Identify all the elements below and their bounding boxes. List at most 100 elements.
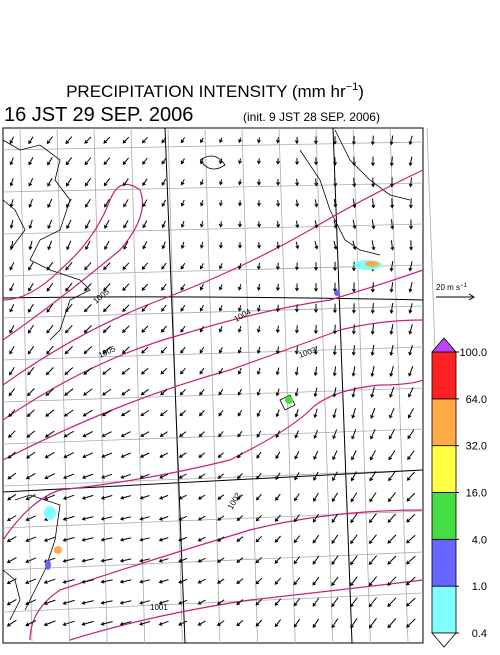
wind-arrow [313, 492, 319, 502]
wind-arrow [197, 557, 206, 563]
wind-arrow [142, 199, 148, 208]
wind-arrow [27, 324, 34, 334]
wind-arrow [122, 262, 130, 270]
wind-arrow [179, 388, 186, 396]
wind-arrow [161, 178, 167, 186]
wind-arrow [294, 409, 299, 418]
wind-arrow [333, 198, 338, 208]
wind-arrow [295, 220, 300, 229]
wind-arrow [313, 387, 318, 398]
grid-line [2, 551, 424, 571]
wind-arrow [368, 534, 377, 545]
wind-arrow [255, 493, 262, 501]
wind-arrow [100, 579, 113, 584]
wind-arrow [217, 620, 225, 626]
wind-arrow [197, 599, 206, 605]
wind-arrow [275, 346, 280, 355]
wind-arrow [121, 367, 131, 375]
wind-arrow [351, 135, 356, 146]
wind-arrow [257, 158, 261, 165]
wind-arrow [85, 198, 91, 208]
wind-arrow [332, 324, 337, 335]
wind-arrow [6, 578, 17, 585]
wind-arrow [333, 219, 338, 229]
wind-arrow [331, 597, 339, 608]
colorbar-label: 0.4 [472, 628, 487, 640]
wind-arrow [352, 156, 357, 167]
wind-arrow [238, 200, 242, 207]
colorbar: 0.4 1.0 4.0 16.0 32.0 64.0 100.0 [431, 337, 487, 648]
valid-time: 16 JST 29 SEP. 2006 [4, 104, 193, 126]
wind-arrow [83, 346, 93, 355]
wind-arrow [28, 219, 33, 230]
wind-arrow [120, 409, 131, 417]
wind-arrow [160, 325, 167, 333]
wind-arrow [314, 199, 319, 208]
wind-arrow [120, 473, 131, 479]
wind-arrow [85, 219, 91, 229]
wind-arrow [85, 240, 91, 251]
wind-arrow [406, 618, 416, 628]
wind-arrow [275, 451, 281, 460]
wind-arrow [142, 220, 148, 229]
wind-arrow [28, 261, 34, 271]
wind-arrow [100, 558, 113, 563]
wind-arrow [387, 576, 397, 586]
wind-arrow [387, 513, 397, 523]
wind-arrow [218, 242, 223, 249]
wind-arrow [408, 345, 413, 356]
wind-arrow [294, 451, 300, 460]
wind-arrow [28, 157, 34, 166]
wind-arrow [161, 262, 167, 270]
grid-line [204, 127, 221, 644]
wind-arrow [81, 537, 94, 542]
wind-arrow [100, 516, 113, 521]
wind-arrow [236, 536, 244, 542]
wind-arrow [274, 598, 282, 606]
reference-text: 20 m s [436, 283, 460, 292]
reference-exponent: −1 [460, 283, 468, 289]
wind-arrow [66, 219, 72, 230]
wind-arrow [161, 157, 167, 165]
wind-arrow [237, 452, 243, 459]
wind-arrow [43, 536, 56, 542]
wind-arrow [140, 410, 150, 417]
wind-arrow [312, 555, 320, 565]
wind-arrow [179, 431, 187, 438]
coastline [2, 129, 411, 621]
wind-arrow [139, 473, 150, 479]
wind-arrow [139, 621, 151, 626]
wind-arrow [256, 283, 261, 291]
wind-arrow [101, 409, 112, 417]
wind-arrow [293, 618, 301, 628]
wind-arrow [314, 220, 319, 229]
wind-arrow [313, 136, 318, 145]
wind-arrow [25, 620, 37, 627]
wind-arrow [7, 493, 17, 501]
colorbar-segment [431, 492, 457, 540]
wind-arrow [255, 598, 263, 606]
wind-arrow [28, 136, 34, 145]
wind-arrow [295, 199, 300, 208]
wind-arrow [219, 158, 223, 165]
wind-arrow [236, 599, 244, 606]
wind-arrow [293, 514, 300, 523]
wind-arrow [256, 263, 261, 270]
wind-arrow [257, 200, 261, 207]
wind-arrow [81, 494, 94, 500]
wind-arrow [332, 450, 338, 461]
wind-arrow [274, 577, 282, 585]
wind-arrow [47, 240, 53, 251]
wind-arrow [388, 450, 396, 461]
wind-arrow [332, 303, 337, 314]
wind-arrow [332, 408, 337, 419]
wind-arrow [9, 136, 15, 145]
wind-arrow [104, 240, 110, 250]
wind-arrow [387, 555, 397, 565]
colorbar-over [431, 337, 457, 353]
wind-arrow [369, 492, 377, 503]
wind-arrow [141, 304, 149, 312]
wind-arrow [179, 367, 186, 375]
wind-arrow [408, 198, 413, 209]
wind-arrow [255, 535, 263, 543]
